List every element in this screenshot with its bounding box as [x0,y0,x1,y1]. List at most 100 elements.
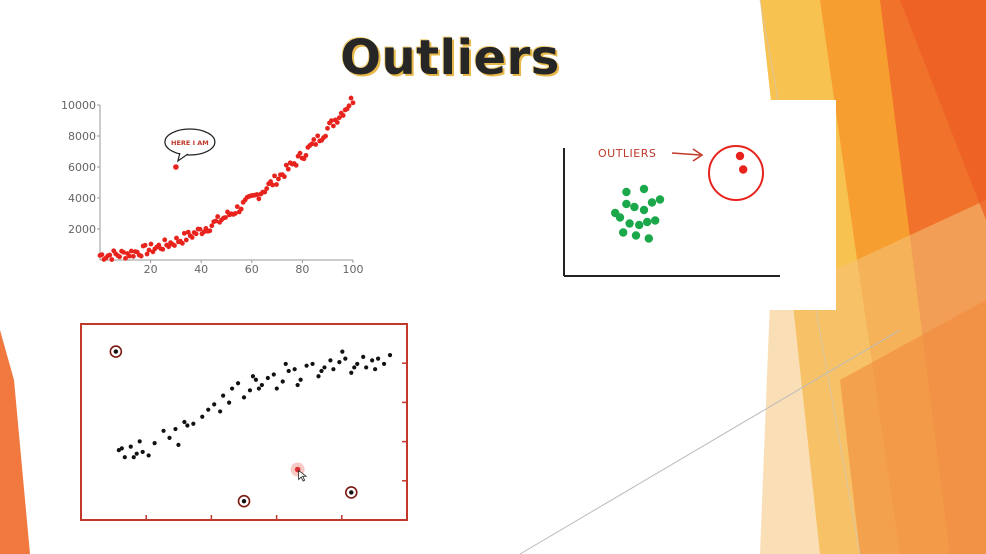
speech-bubble [164,128,216,156]
data-point [140,449,145,455]
y-tick-label: 4000 [68,192,96,205]
outlier-ring [237,494,251,508]
cluster-point [644,234,653,243]
data-point [221,393,226,398]
data-point [271,372,276,377]
data-point [161,428,166,433]
data-point [346,103,352,109]
data-point [281,174,287,180]
data-point [227,400,232,405]
data-point [373,367,378,372]
data-point [130,253,136,259]
data-point [283,361,288,367]
chart-black-scatter [80,323,408,521]
data-point [340,349,345,354]
data-point [138,253,144,259]
cluster-point [631,231,641,240]
chart-red-curve: 2000 4000 6000 8000 10000 20 40 60 80 100 HERE I A… [61,95,364,276]
chart-outliers-panel: OUTLIERS [540,100,836,310]
data-point [348,95,354,101]
plot-frame [80,323,408,521]
outlier-point [241,499,247,504]
x-tick-label: 100 [343,263,364,276]
data-point [280,379,285,384]
data-point [283,162,289,168]
data-point [109,257,115,262]
data-point [185,229,191,235]
data-point [250,374,256,379]
data-point [166,244,172,250]
data-point [349,370,354,375]
data-point [146,247,152,253]
decor-facet-5 [840,300,986,554]
data-point [128,248,134,254]
decor-facet-6 [900,0,986,220]
data-point [162,237,168,243]
data-point [137,439,142,444]
x-tick-label: 60 [245,263,259,276]
y-tick-label: 6000 [68,161,96,174]
data-point [218,409,223,414]
data-point [364,365,369,370]
data-point [134,451,139,456]
data-point [146,453,151,458]
data-point [256,386,261,391]
data-point [292,367,297,372]
data-point [304,363,309,368]
data-point [119,446,124,451]
data-point [297,150,303,156]
data-point [173,426,178,432]
annotation-text: HERE I AM [171,139,209,147]
data-point [310,361,315,367]
outlier-point [735,151,745,161]
data-point [142,242,148,248]
data-point [274,386,279,391]
data-point [148,241,154,247]
outliers-arrow [671,152,701,156]
data-point [272,173,277,179]
x-tick-label: 20 [144,263,158,276]
data-point [229,386,235,391]
cluster-point [635,220,644,230]
data-point [313,142,319,147]
data-point [286,368,291,374]
cluster-point [630,202,639,212]
data-point [387,353,393,358]
data-point [274,182,279,187]
mouse-cursor [298,469,308,482]
data-point [176,442,181,447]
outlier-ring [708,145,764,201]
data-point [336,115,342,121]
data-point [325,125,330,131]
cluster-point [639,184,649,194]
data-point [131,455,136,460]
data-point [127,253,132,259]
data-point [361,354,366,359]
data-point [370,358,375,363]
outlier-ring [344,486,358,499]
data-point [340,113,346,118]
data-point [121,249,126,255]
data-point [207,228,213,234]
outlier-point [349,490,354,495]
data-point [185,423,190,428]
y-tick-label: 10000 [61,99,96,112]
data-point [128,444,133,449]
data-point [331,367,336,372]
data-point [315,133,321,139]
data-point [381,361,387,367]
data-point [322,365,327,370]
data-point [122,455,127,460]
outlier-ring [109,345,123,358]
data-point [298,377,303,382]
data-point [209,223,215,229]
data-point [206,407,211,412]
data-point [264,186,270,191]
cluster-point [639,205,649,215]
data-point [259,382,264,388]
data-point [309,141,315,147]
data-point [213,218,219,224]
outliers-label: OUTLIERS [598,147,656,160]
outlier-point [173,164,179,170]
data-point [253,377,259,382]
